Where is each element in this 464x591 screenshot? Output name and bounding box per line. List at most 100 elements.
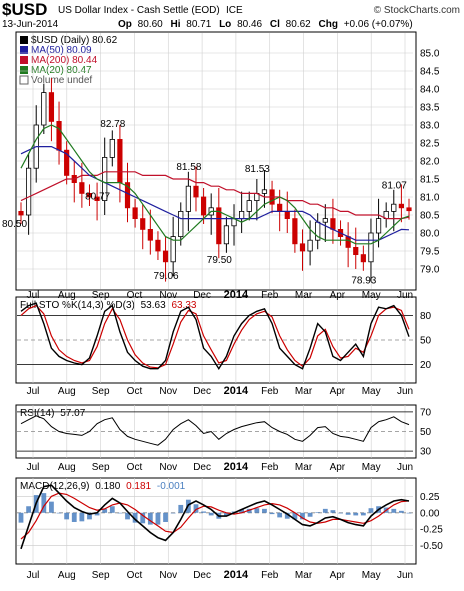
price-tick-label: 82.0 (420, 157, 440, 168)
price-annotation-label: 80.77 (85, 191, 110, 202)
x-tick-label: Nov (159, 570, 177, 581)
macd-tick-label: -0.25 (420, 525, 443, 536)
x-tick-label: Mar (295, 570, 313, 581)
exchange-label: ICE (226, 5, 243, 16)
x-tick-label: Nov (159, 386, 177, 397)
ma20-swatch (20, 66, 28, 74)
macd-title: MACD(12,26,9) 0.180 0.181 -0.001 (20, 481, 186, 492)
chg-value: +0.06 (+0.07%) (344, 19, 413, 30)
ma200-swatch (20, 56, 28, 64)
ma50-line (20, 146, 410, 241)
macd-histogram-bar (102, 508, 108, 513)
candle-body (178, 210, 184, 237)
x-tick-label: Feb (261, 386, 279, 397)
x-tick-label: Dec (193, 462, 211, 473)
stoch-title-label: Full STO %K(14,3) %D(3) (20, 300, 135, 311)
x-tick-label: Jun (397, 462, 413, 473)
macd-histogram-bar (353, 512, 359, 516)
x-tick-label: Jun (397, 386, 413, 397)
x-tick-label: Aug (58, 386, 76, 397)
price-annotation-label: 79.50 (207, 255, 232, 266)
x-tick-label: Jul (27, 386, 40, 397)
ohlc-line: Op 80.60 Hi 80.71 Lo 80.46 Cl 80.62 Chg … (118, 19, 413, 30)
macd-signal-value: 0.181 (126, 481, 151, 492)
price-tick-label: 81.5 (420, 175, 440, 186)
axis-layer: Jul Jul Jul Jul Aug Aug Aug Aug Sep Sep Sep Sep Oct O… (2, 49, 443, 582)
candle-body (330, 218, 336, 230)
date-label: 13-Jun-2014 (2, 19, 59, 30)
x-tick-label: Feb (261, 462, 279, 473)
macd-histogram-bar (79, 512, 85, 522)
grid-layer (17, 33, 413, 564)
macd-histogram-bar (147, 512, 153, 525)
macd-histogram-bar (87, 512, 92, 520)
macd-histogram-bar (284, 512, 290, 519)
macd-histogram-bar (49, 501, 54, 513)
legend-price-label: $USD (Daily) 80.62 (31, 35, 118, 46)
x-tick-label: Mar (295, 462, 313, 473)
x-tick-label: Oct (127, 386, 143, 397)
rsi-panel-frame (15, 404, 417, 459)
macd-histogram-bar (330, 510, 336, 513)
macd-histogram-bar (117, 512, 123, 514)
x-tick-label: 2014 (224, 461, 249, 473)
macd-histogram-bar (163, 512, 168, 522)
x-tick-label: Sep (92, 290, 110, 301)
candle-body (109, 138, 115, 158)
candle-body (102, 156, 108, 201)
macd-histogram-bar (155, 512, 161, 525)
candle-body (132, 207, 138, 220)
x-tick-label: May (362, 570, 381, 581)
ohlc-high-label: Hi (170, 19, 180, 30)
ohlc-low-label: Lo (219, 19, 231, 30)
x-tick-label: Jun (397, 570, 413, 581)
x-tick-label: Feb (261, 570, 279, 581)
macd-line (20, 484, 410, 550)
price-tick-label: 80.0 (420, 229, 440, 240)
macd-histogram-bar (391, 508, 397, 513)
candle-body (368, 232, 374, 263)
x-tick-label: 2014 (224, 569, 249, 581)
candle-body (284, 210, 290, 219)
candle-body (261, 189, 268, 194)
x-tick-label: Oct (127, 462, 143, 473)
price-swatch (20, 36, 28, 44)
macd-histogram-bar (140, 512, 146, 524)
candle-body (56, 121, 62, 151)
price-tick-label: 84.5 (420, 67, 440, 78)
candle-body (48, 92, 55, 122)
macd-tick-label: -0.50 (420, 541, 443, 552)
rsi-value: 57.07 (60, 408, 85, 419)
candle-body (277, 203, 283, 212)
macd-histogram-bar (277, 512, 283, 518)
macd-histogram-bar (201, 511, 206, 513)
candle-body (170, 236, 176, 263)
macd-histogram-bar (132, 512, 138, 523)
candle-body (360, 254, 366, 263)
candle-body (307, 239, 313, 252)
copyright-label: © StockCharts.com (374, 5, 460, 16)
candle-body (223, 225, 230, 245)
x-tick-label: Apr (330, 570, 346, 581)
x-tick-label: May (362, 290, 381, 301)
macd-signal-line (20, 492, 410, 540)
ohlc-close-value: 80.62 (286, 19, 311, 30)
macd-histogram-bar (193, 504, 199, 513)
macd-histogram-bar (338, 512, 343, 514)
price-tick-label: 79.5 (420, 247, 440, 258)
price-annotation-label: 81.53 (245, 164, 270, 175)
x-tick-label: Oct (127, 290, 143, 301)
x-tick-label: Jul (27, 570, 40, 581)
price-legend: $USD (Daily) 80.62 MA(50) 80.09 MA(200) … (19, 35, 118, 86)
candle-body (79, 182, 85, 194)
x-tick-label: Dec (193, 386, 211, 397)
ohlc-open-label: Op (118, 19, 132, 30)
stoch-tick-label: 50 (420, 336, 432, 347)
macd-histogram-bar (170, 512, 176, 514)
candle-body (398, 203, 404, 209)
price-tick-label: 82.5 (420, 139, 440, 150)
candle-body (292, 218, 298, 245)
macd-hist-value: -0.001 (157, 481, 186, 492)
x-tick-label: 2014 (224, 289, 249, 301)
